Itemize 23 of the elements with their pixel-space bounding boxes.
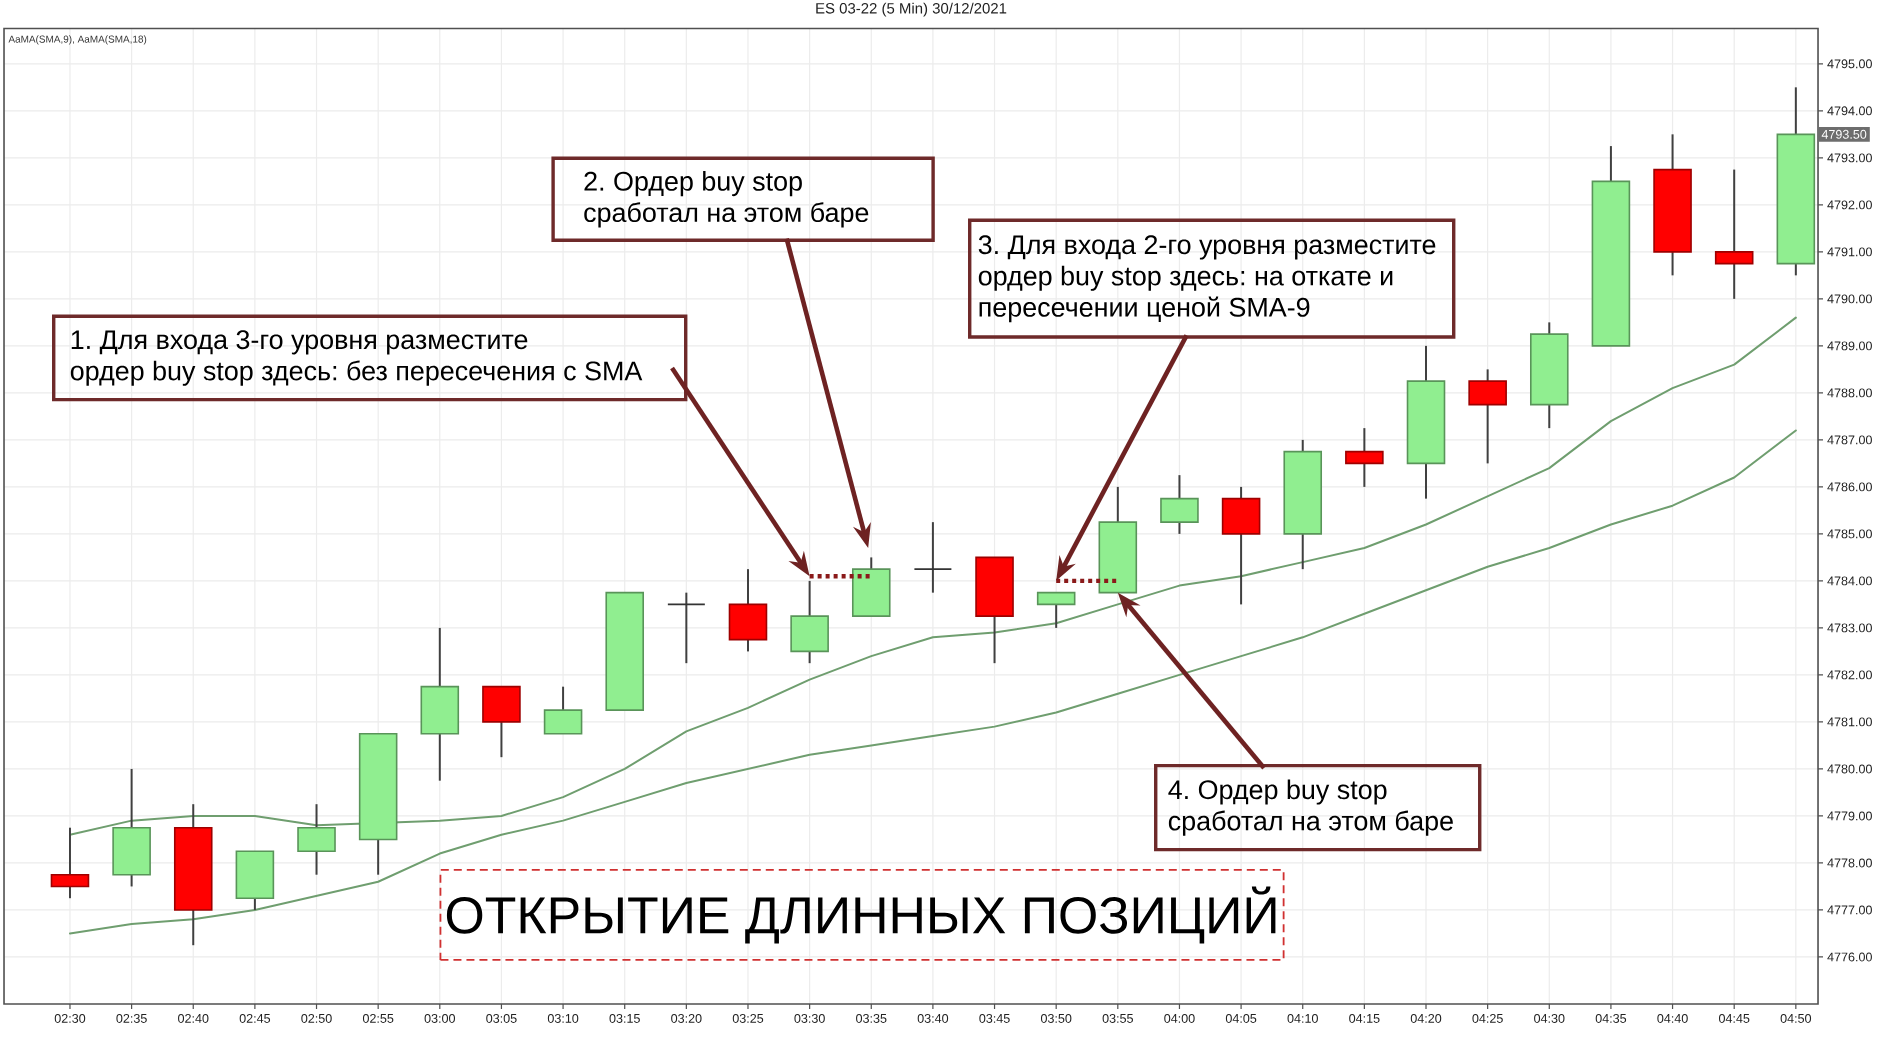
candlestick [50, 826, 90, 900]
candlestick [1160, 474, 1199, 535]
candlestick [235, 850, 275, 911]
candlestick [1036, 591, 1076, 629]
candlestick [1345, 427, 1384, 488]
candlestick [667, 591, 706, 665]
candlestick [913, 521, 953, 594]
candlestick [1221, 485, 1261, 606]
candlestick [790, 579, 829, 665]
annotation: 2. Ордер buy stop сработал на этом баре [584, 171, 869, 228]
annotation: ОТКРЫТИЕ ДЛИННЫХ ПОЗИЦИЙ [446, 886, 1276, 944]
candlestick [297, 803, 336, 876]
annotation: 1. Для входа 3-го уровня разместите ордер buy stop здесь: без пересечения с SMA [70, 330, 643, 386]
candlestick [851, 556, 891, 618]
candlestick [112, 767, 151, 888]
candlestick [482, 685, 521, 759]
annotation: 4. Ордер buy stop сработал на этом баре [1168, 779, 1453, 836]
annotation: 3. Для входа 2-го уровня разместите ордер buy stop здесь: на откате и пересечении ценой SMA-9 [978, 235, 1436, 323]
candlestick [1714, 168, 1754, 300]
candlestick [728, 568, 768, 653]
candlestick [420, 626, 460, 782]
candlestick [1468, 368, 1507, 465]
candlestick [543, 685, 583, 735]
